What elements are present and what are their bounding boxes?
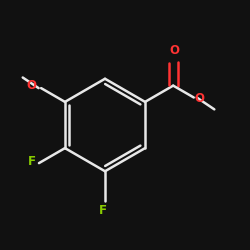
Text: O: O: [170, 44, 179, 58]
Text: O: O: [194, 92, 204, 105]
Text: O: O: [27, 79, 37, 92]
Text: F: F: [98, 204, 106, 217]
Text: F: F: [28, 155, 36, 168]
